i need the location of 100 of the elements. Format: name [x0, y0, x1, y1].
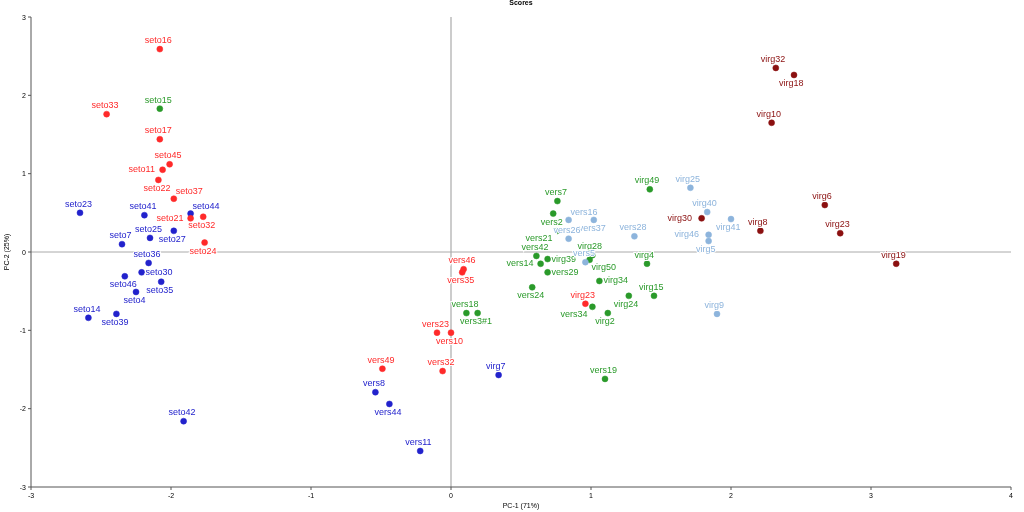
point [582, 300, 589, 307]
data-label: seto32 [188, 219, 216, 230]
point [76, 209, 84, 217]
point [772, 64, 780, 72]
point [687, 184, 694, 192]
data-label: vers23 [422, 318, 450, 329]
data-label: seto4 [123, 294, 146, 305]
point [596, 277, 603, 285]
data-label: vers7 [544, 187, 567, 198]
data-label: virg40 [692, 198, 717, 209]
data-label: virg19 [881, 249, 906, 260]
point [601, 375, 609, 383]
point [141, 211, 148, 219]
data-label: virg50 [591, 261, 617, 272]
data-label: virg10 [756, 108, 782, 119]
data-label: virg41 [716, 222, 741, 233]
data-label: vers42 [521, 241, 549, 252]
point [85, 314, 92, 322]
point [554, 197, 561, 205]
data-label: vers24 [517, 290, 545, 301]
point [533, 252, 540, 260]
point [727, 215, 735, 223]
data-label: vers8 [362, 378, 385, 389]
point [768, 119, 775, 126]
data-label: vers35 [447, 275, 475, 286]
point [201, 239, 208, 246]
data-label: virg30 [667, 212, 693, 223]
point [625, 292, 633, 300]
point [549, 210, 557, 217]
data-label: virg4 [634, 249, 655, 260]
data-label: virg15 [639, 281, 664, 292]
data-label: seto24 [189, 245, 217, 256]
data-label: vers46 [448, 255, 476, 266]
point [372, 388, 379, 396]
point [103, 110, 110, 118]
data-label: seto39 [101, 316, 129, 327]
data-label: seto22 [143, 182, 171, 193]
data-label: virg23 [570, 289, 595, 300]
data-label: virg24 [613, 298, 639, 309]
data-label: vers3#1 [460, 316, 493, 327]
data-label: seto45 [154, 150, 182, 161]
data-label: seto16 [144, 35, 172, 46]
data-label: seto44 [192, 200, 220, 211]
data-label: seto14 [73, 303, 101, 314]
data-label: vers10 [436, 335, 464, 346]
data-label: seto30 [145, 266, 173, 277]
data-label: seto21 [156, 212, 184, 223]
point [757, 227, 764, 235]
data-label: vers32 [427, 357, 455, 368]
point [157, 278, 165, 286]
point [416, 447, 424, 455]
point [590, 216, 598, 224]
point [386, 400, 393, 408]
point [146, 234, 154, 242]
data-label: vers49 [367, 354, 395, 365]
data-label: virg46 [674, 229, 700, 240]
point [170, 195, 178, 202]
point [892, 260, 900, 267]
data-label: virg25 [675, 173, 700, 184]
data-label: virg2 [595, 316, 615, 327]
point [836, 229, 844, 237]
data-label: virg34 [603, 275, 628, 286]
point [199, 213, 207, 220]
point [565, 235, 572, 242]
point [544, 269, 551, 276]
data-label: seto46 [109, 279, 137, 290]
point [463, 309, 470, 317]
data-label: seto37 [175, 185, 203, 196]
data-label: virg6 [812, 191, 832, 201]
point [589, 303, 596, 311]
point [537, 260, 544, 267]
point [703, 208, 711, 216]
data-label: virg5 [696, 244, 716, 255]
data-label: virg28 [577, 241, 602, 252]
data-label: vers18 [451, 299, 479, 310]
point [713, 310, 721, 318]
data-label: seto17 [144, 125, 172, 136]
data-label: vers11 [405, 436, 432, 447]
point [705, 231, 712, 239]
data-label: seto41 [129, 201, 157, 212]
data-label: vers21 [525, 232, 553, 243]
point [528, 284, 536, 291]
point [544, 255, 551, 263]
data-label: vers44 [374, 406, 402, 417]
data-label: virg8 [747, 216, 768, 227]
point [698, 215, 705, 222]
data-label: seto33 [91, 100, 119, 111]
point [187, 215, 194, 222]
data-label: vers28 [619, 222, 647, 233]
data-label: virg9 [704, 299, 725, 310]
point [565, 216, 572, 224]
data-label: vers2 [540, 216, 563, 227]
point [582, 258, 589, 266]
point [631, 233, 638, 240]
point [821, 201, 829, 209]
point [113, 310, 120, 318]
point [643, 260, 651, 267]
point [138, 269, 145, 276]
point [604, 309, 612, 317]
data-label: vers29 [551, 266, 579, 277]
